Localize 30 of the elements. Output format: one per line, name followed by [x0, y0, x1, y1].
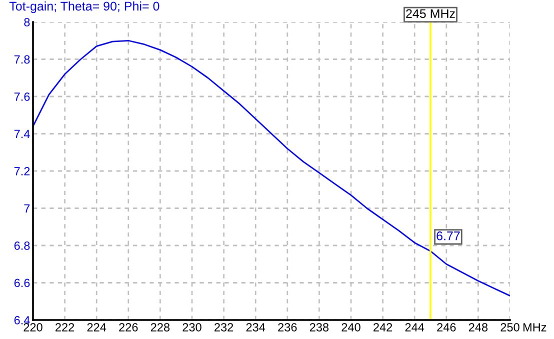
- ref-line-label: 245 MHz: [406, 9, 455, 18]
- x-tick-label: 222: [56, 323, 74, 332]
- y-tick-label: 6.8: [14, 242, 30, 250]
- y-tick-label: 8: [24, 18, 30, 26]
- y-tick-label: 7: [24, 204, 30, 213]
- chart-title: Tot-gain; Theta= 90; Phi= 0: [9, 1, 160, 14]
- x-tick-label: 220: [24, 323, 42, 332]
- x-tick-label: 234: [246, 323, 266, 332]
- x-tick-label: 244: [405, 323, 424, 332]
- x-tick-label: 230: [182, 323, 202, 332]
- x-tick-label: 232: [214, 323, 234, 332]
- y-tick-label: 7.8: [14, 55, 30, 64]
- x-tick-label: 236: [278, 323, 297, 332]
- x-tick-label: 250: [500, 323, 520, 332]
- y-tick-label: 7.4: [14, 130, 30, 138]
- y-tick-label: 7.6: [14, 92, 30, 101]
- y-tick-label: 6.6: [14, 278, 30, 288]
- x-tick-label: 238: [310, 323, 329, 332]
- x-tick-label: 248: [468, 323, 488, 332]
- x-axis-title: MHz: [523, 323, 546, 332]
- annotation: 6.77: [436, 231, 460, 240]
- x-tick-label: 224: [87, 323, 106, 332]
- x-tick-label: 242: [374, 323, 392, 332]
- y-tick-label: 7.2: [14, 167, 30, 176]
- y-tick-label: 6.4: [14, 316, 30, 324]
- x-tick-label: 228: [150, 323, 170, 332]
- x-tick-label: 240: [342, 323, 360, 332]
- line-series: [33, 40, 510, 296]
- x-tick-label: 226: [119, 323, 138, 332]
- x-tick-label: 246: [437, 323, 456, 332]
